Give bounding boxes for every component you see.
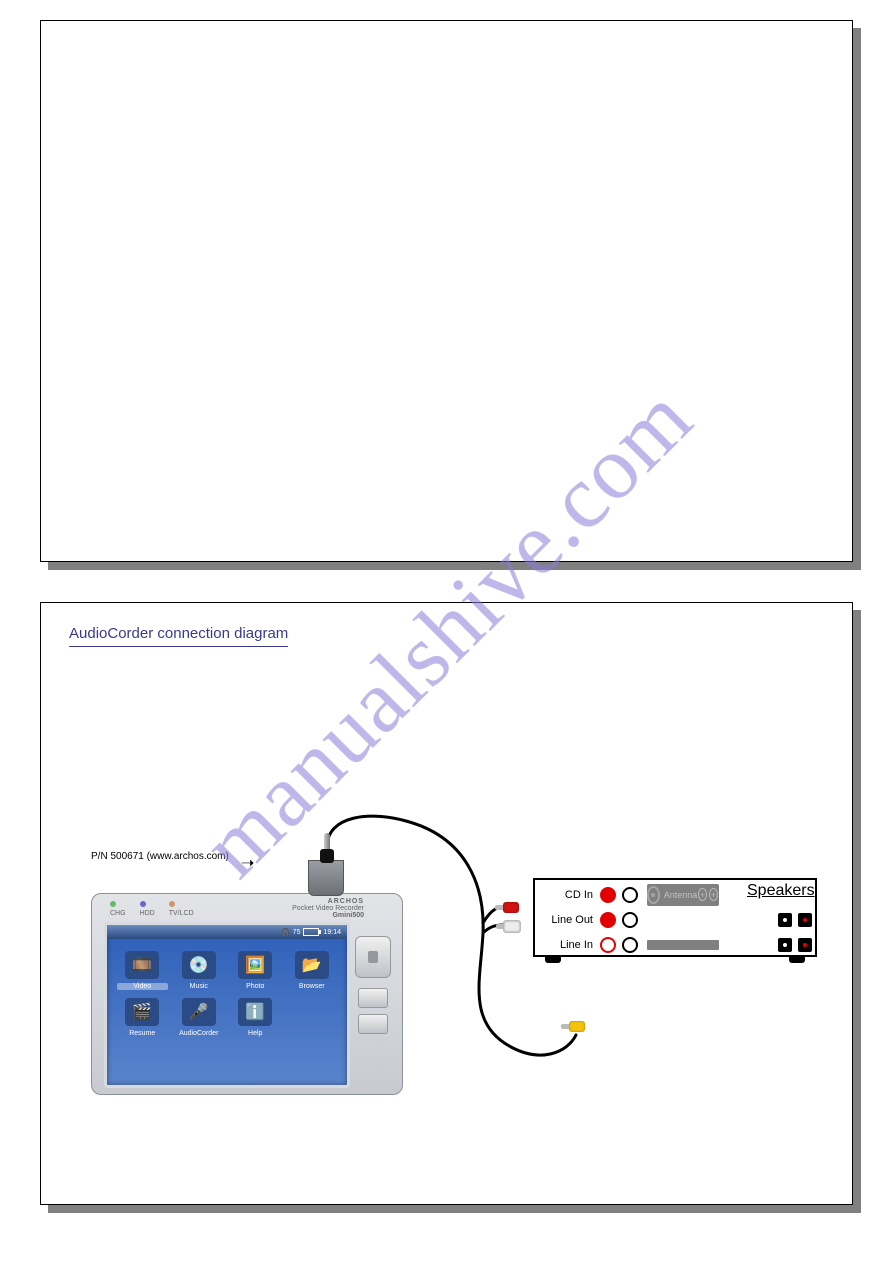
cable-svg <box>71 803 822 1113</box>
manual-page-blank <box>40 20 853 562</box>
rca-plug-red <box>503 902 519 913</box>
cable-main-path <box>327 816 576 1055</box>
section-title: AudioCorder connection diagram <box>69 625 288 647</box>
jack-base <box>320 849 334 863</box>
rca-plug-white <box>503 920 521 933</box>
manual-page-diagram: AudioCorder connection diagram P/N 50067… <box>40 602 853 1205</box>
diagram-area: P/N 500671 (www.archos.com) ➝ CHG HDD <box>71 803 822 1113</box>
rca-plug-yellow <box>569 1021 585 1032</box>
adapter-plug <box>308 860 344 896</box>
